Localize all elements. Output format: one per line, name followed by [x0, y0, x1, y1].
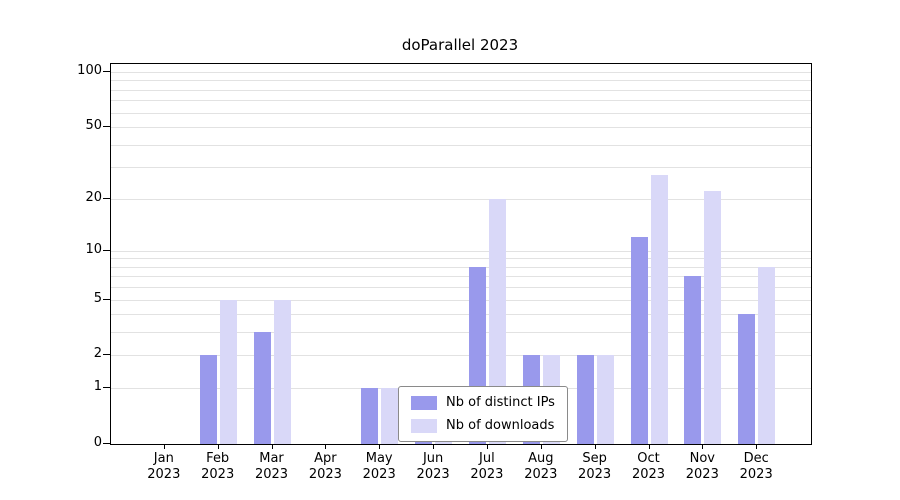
bar-downloads [758, 266, 776, 444]
gridline [111, 144, 811, 146]
gridline [111, 332, 811, 334]
gridline [111, 80, 811, 82]
x-tick-mark [702, 444, 704, 449]
bar-distinct-ips [738, 314, 756, 444]
x-tick-label: Mar 2023 [254, 451, 289, 482]
y-tick-mark [103, 126, 110, 128]
gridline [111, 266, 811, 268]
x-tick-label: Jul 2023 [470, 451, 504, 482]
x-tick-mark [379, 444, 381, 449]
bar-distinct-ips [684, 276, 702, 444]
bar-distinct-ips [630, 237, 648, 444]
bar-downloads [381, 388, 399, 444]
gridline [111, 72, 811, 73]
x-tick-mark [217, 444, 219, 449]
x-tick-mark [648, 444, 650, 449]
x-tick-label: Apr 2023 [308, 451, 342, 482]
y-tick-mark [103, 354, 110, 356]
x-tick-mark [433, 444, 435, 449]
gridline [111, 89, 811, 91]
x-tick-mark [271, 444, 273, 449]
gridline [111, 100, 811, 102]
legend-item-distinct-ips: Nb of distinct IPs [411, 395, 555, 410]
x-tick-mark [163, 444, 165, 449]
x-tick-mark [594, 444, 596, 449]
gridline [111, 355, 811, 357]
legend: Nb of distinct IPs Nb of downloads [398, 386, 568, 442]
x-tick-label: Nov 2023 [685, 451, 719, 482]
gridline [111, 167, 811, 169]
x-tick-label: Jun 2023 [416, 451, 450, 482]
bar-downloads [488, 198, 506, 444]
x-tick-label: May 2023 [362, 451, 396, 482]
y-tick-mark [103, 197, 110, 199]
bar-downloads [219, 299, 237, 444]
legend-swatch-downloads [411, 418, 437, 433]
bar-distinct-ips [253, 332, 271, 444]
y-tick-mark [103, 71, 110, 72]
x-tick-label: Aug 2023 [524, 451, 558, 482]
gridline [111, 299, 811, 301]
y-tick-label: 1 [93, 379, 102, 395]
x-tick-mark [756, 444, 758, 449]
x-tick-label: Feb 2023 [201, 451, 235, 482]
legend-item-downloads: Nb of downloads [411, 418, 555, 433]
gridline [111, 258, 811, 260]
x-tick-label: Jan 2023 [147, 451, 181, 482]
gridline [111, 250, 811, 252]
bar-downloads [273, 299, 291, 444]
bar-downloads [704, 191, 722, 444]
y-tick-label: 50 [85, 118, 102, 134]
y-tick-label: 2 [93, 346, 102, 362]
bar-downloads [596, 355, 614, 444]
gridline [111, 198, 811, 200]
y-tick-label: 5 [93, 290, 102, 306]
x-tick-label: Sep 2023 [578, 451, 612, 482]
gridline [111, 127, 811, 129]
y-tick-mark [103, 249, 110, 251]
chart-title: doParallel 2023 [401, 36, 519, 54]
y-tick-label: 100 [77, 63, 102, 78]
gridline [111, 276, 811, 278]
x-tick-label: Oct 2023 [631, 451, 666, 482]
x-tick-mark [540, 444, 542, 449]
y-tick-label: 10 [85, 241, 102, 257]
bar-downloads [650, 175, 668, 444]
legend-label-distinct-ips: Nb of distinct IPs [446, 395, 555, 410]
y-tick-mark [103, 298, 110, 300]
x-tick-label: Dec 2023 [739, 451, 773, 482]
legend-swatch-distinct-ips [411, 395, 437, 410]
bar-distinct-ips [576, 355, 594, 444]
gridline [111, 287, 811, 289]
gridline [111, 112, 811, 114]
y-tick-mark [103, 387, 110, 389]
y-tick-label: 20 [85, 189, 102, 205]
bar-distinct-ips [199, 355, 217, 444]
gridline [111, 314, 811, 316]
bar-distinct-ips [361, 388, 379, 444]
y-tick-mark [103, 443, 110, 444]
x-tick-mark [486, 444, 488, 449]
x-tick-mark [325, 444, 327, 449]
legend-label-downloads: Nb of downloads [446, 418, 555, 433]
y-tick-label: 0 [93, 435, 102, 450]
